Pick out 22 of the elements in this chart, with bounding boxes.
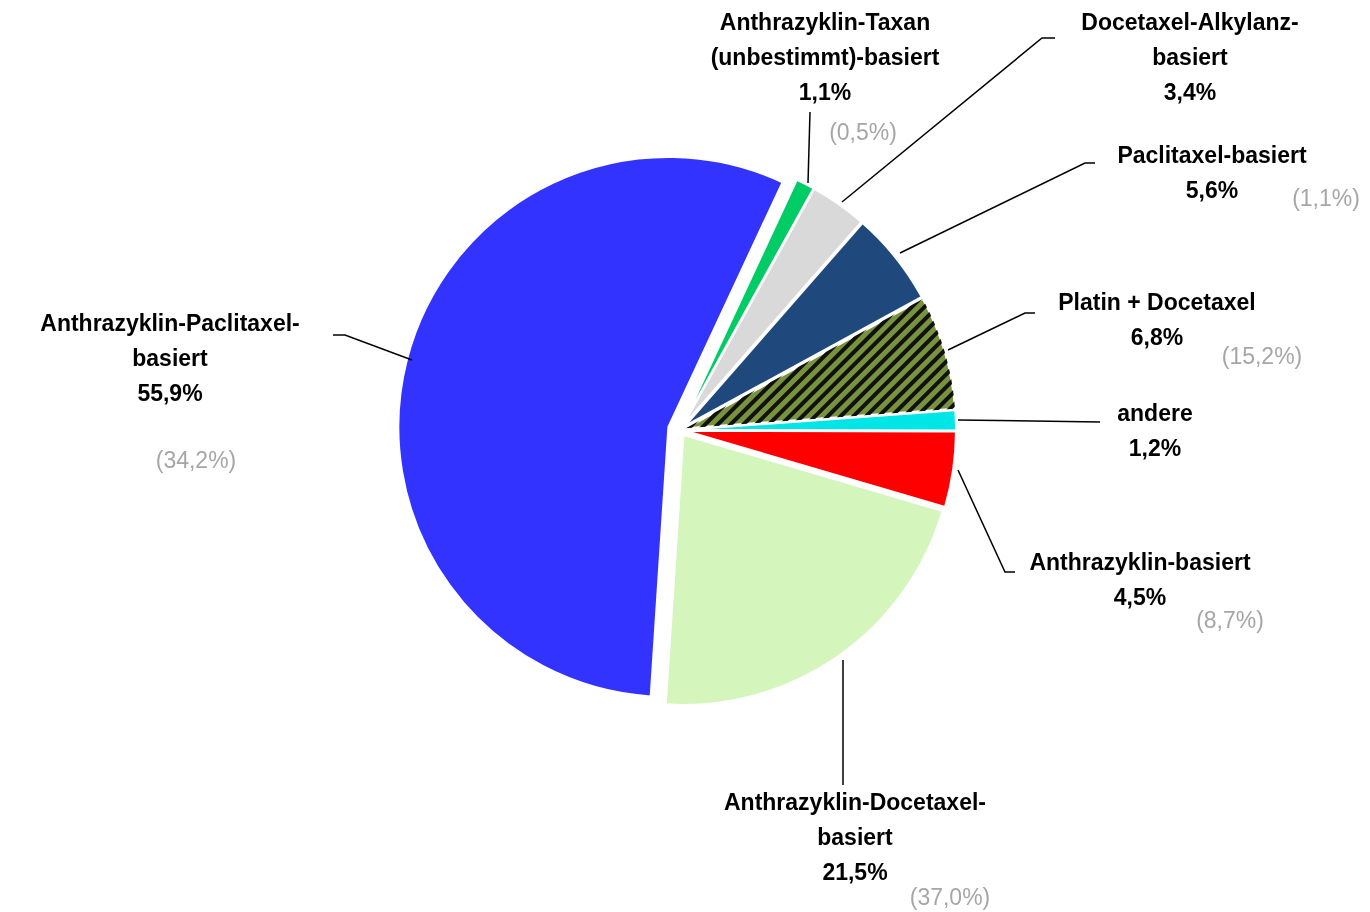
text: (37,0%) [909,884,991,910]
text: (8,7%) [1196,607,1264,633]
text: (34,2%) [155,447,237,473]
slice-label: Docetaxel-Alkylanz-basiert [1081,9,1299,70]
slice-label: Anthrazyklin-Paclitaxel-basiert [40,310,300,371]
data-label: 1,2% [1128,435,1182,461]
data-label: 4,5% [1113,584,1167,610]
slice-label: Paclitaxel-basiert [1117,142,1307,168]
slice-label: Anthrazyklin-Docetaxel-basiert [723,789,987,850]
slice-label: andere [1117,400,1193,426]
slice-label: Anthrazyklin-basiert [1029,549,1251,575]
data-label: 1,1% [798,79,852,105]
data-label: 3,4% [1163,79,1217,105]
text: (1,1%) [1292,185,1360,211]
slice-label: Platin + Docetaxel [1058,289,1256,315]
data-label: 6,8% [1130,324,1184,350]
text: (15,2%) [1221,343,1303,369]
data-label: 5,6% [1185,177,1239,203]
data-label: 21,5% [822,859,888,885]
data-label: 55,9% [137,380,203,406]
text: (0,5%) [829,119,897,145]
slice-label: Anthrazyklin-Taxan (unbestimmt)-basiert [710,9,940,70]
